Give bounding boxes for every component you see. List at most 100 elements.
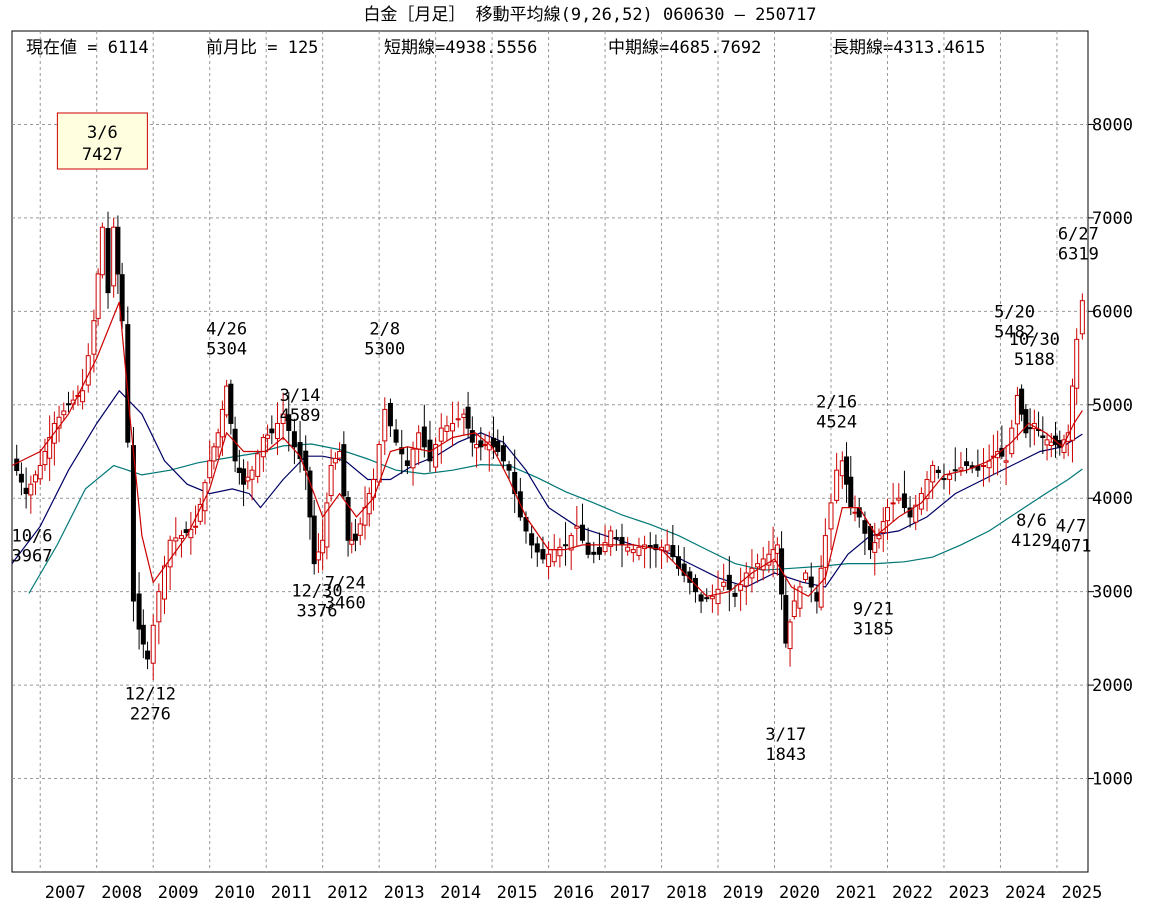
x-tick-label: 2024 xyxy=(1005,883,1046,902)
x-tick-label: 2014 xyxy=(440,883,481,902)
annotation-date: 2/16 xyxy=(816,392,857,412)
candle-body xyxy=(653,544,659,551)
candle-body xyxy=(557,546,563,557)
candle-body xyxy=(162,565,168,600)
candle-body xyxy=(393,429,399,443)
candle-body xyxy=(469,430,475,443)
candle-body xyxy=(1074,338,1080,389)
candle-body xyxy=(311,515,317,565)
annotation-date: 4/7 xyxy=(1056,517,1087,537)
chart-title: 白金［月足］ 移動平均線(9,26,52) 060630 – 250717 xyxy=(363,5,816,25)
short-ma-layer xyxy=(11,301,1083,598)
candle-body xyxy=(1009,427,1015,455)
candle-body xyxy=(787,621,793,650)
candle-body xyxy=(115,226,121,275)
candle-body xyxy=(839,460,845,477)
candle-body xyxy=(890,502,896,505)
candle-body xyxy=(872,542,878,553)
candle-body xyxy=(438,427,444,442)
annotation-date: 3/14 xyxy=(280,386,321,406)
annotation-date: 12/30 xyxy=(291,582,342,602)
high-annotation-box xyxy=(56,112,148,170)
annotation-value: 7427 xyxy=(82,145,123,165)
candle-body xyxy=(636,546,642,556)
candle-body xyxy=(880,521,886,534)
grid-layer xyxy=(12,31,1088,872)
candle-body xyxy=(61,410,67,416)
candle-body xyxy=(65,403,71,406)
candle-body xyxy=(808,576,814,588)
annotation-value: 3967 xyxy=(12,546,53,566)
candle-body xyxy=(591,551,597,555)
candle-body xyxy=(315,551,321,561)
candle-body xyxy=(450,422,456,432)
candle-body xyxy=(755,563,761,568)
x-tick-label: 2012 xyxy=(327,883,368,902)
annotation-value: 4589 xyxy=(280,406,321,426)
candle-body xyxy=(416,432,422,450)
annotation-value: 4524 xyxy=(816,412,857,432)
candle-body xyxy=(534,543,540,553)
y-tick-label: 8000 xyxy=(1092,115,1133,135)
candle-body xyxy=(249,469,255,480)
candle-body xyxy=(207,460,213,479)
candle-body xyxy=(884,507,890,522)
candle-body xyxy=(506,464,512,471)
candle-body xyxy=(770,549,776,563)
candle-body xyxy=(228,383,234,424)
candle-body xyxy=(183,529,189,533)
candle-body xyxy=(952,469,958,472)
candle-body xyxy=(255,453,261,477)
candle-body xyxy=(352,533,358,541)
candle-body xyxy=(345,497,351,541)
candle-body xyxy=(197,503,203,522)
annotation-value: 6319 xyxy=(1058,245,1099,265)
candle-body xyxy=(1019,388,1025,415)
annotation-value: 4071 xyxy=(1051,537,1092,557)
candle-body xyxy=(337,451,343,459)
candle-body xyxy=(964,461,970,467)
short-ma-label: 短期線=4938.5556 xyxy=(384,38,537,58)
candle-body xyxy=(387,402,393,427)
annotation-date: 12/12 xyxy=(125,684,176,704)
candle-body xyxy=(119,274,125,322)
y-tick-label: 4000 xyxy=(1092,489,1133,509)
candle-body xyxy=(286,414,292,431)
candle-body xyxy=(265,434,271,439)
candle-body xyxy=(320,539,326,554)
candle-body xyxy=(482,443,488,446)
candle-body xyxy=(981,465,987,468)
annotation-date: 6/27 xyxy=(1058,225,1099,245)
candle-body xyxy=(188,528,194,539)
annotation-value: 3460 xyxy=(325,594,366,614)
annotation-date: 8/6 xyxy=(1016,511,1047,531)
candle-body xyxy=(105,228,111,294)
candle-body xyxy=(664,544,670,552)
plot-frame xyxy=(11,30,1089,873)
candle-body xyxy=(215,432,221,448)
candle-body xyxy=(1040,435,1046,438)
current-value-label: 現在値 = 6114 xyxy=(26,38,149,58)
x-tick-label: 2013 xyxy=(384,883,425,902)
candle-body xyxy=(260,436,266,458)
candle-body xyxy=(232,428,238,462)
candle-body xyxy=(924,479,930,500)
candle-body xyxy=(907,507,913,518)
candle-body xyxy=(540,549,546,560)
candle-body xyxy=(941,478,947,481)
candle-body xyxy=(726,574,732,590)
candle-body xyxy=(852,511,858,514)
candle-body xyxy=(156,591,162,623)
candle-body xyxy=(791,600,797,618)
candle-body xyxy=(85,355,91,386)
candle-body xyxy=(935,469,941,474)
y-tick-label: 2000 xyxy=(1092,676,1133,696)
annotation-value: 1843 xyxy=(765,745,806,765)
candle-body xyxy=(125,324,131,443)
candle-body xyxy=(28,483,34,496)
candle-body xyxy=(324,502,330,548)
candle-body xyxy=(245,476,251,482)
y-tick-label: 5000 xyxy=(1092,396,1133,416)
candle-body xyxy=(297,442,303,460)
